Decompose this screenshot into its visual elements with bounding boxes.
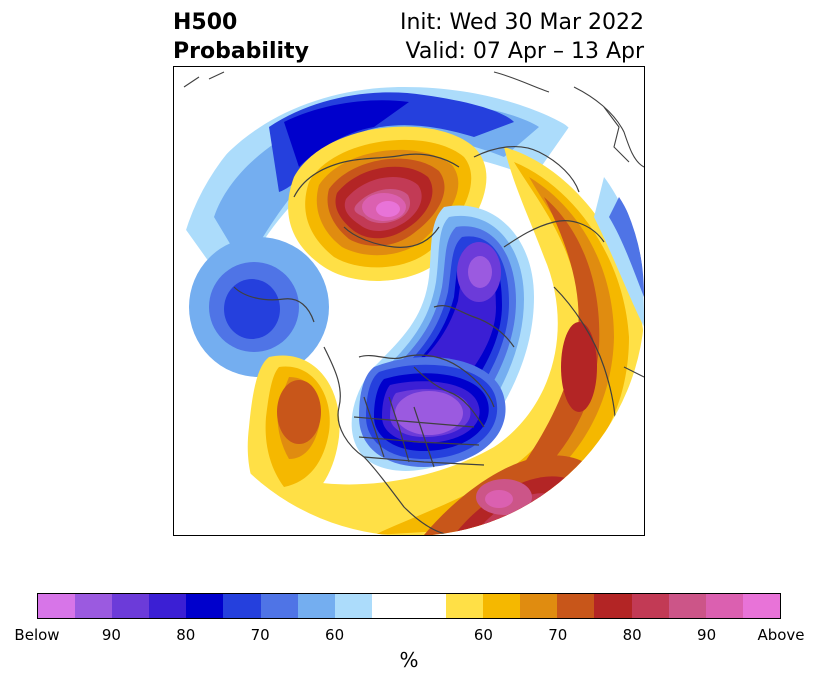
below-region-east [594,177,644,327]
colorbar-segment [223,594,261,618]
colorbar-segment [742,594,780,618]
colorbar-segment [520,594,558,618]
colorbar-segment [594,594,632,618]
colorbar-segment [149,594,187,618]
colorbar-segment [371,594,409,618]
colorbar-segment [668,594,706,618]
colorbar-tick-label: 80 [622,626,642,644]
colorbar-tick-label: Above [757,626,805,644]
colorbar-tick-label: Below [14,626,60,644]
colorbar-segment [557,594,595,618]
chart-title: H500 Probability [173,8,309,66]
colorbar-segment [75,594,113,618]
colorbar-segment [334,594,372,618]
colorbar-segment [297,594,335,618]
below-region-nw-deep [284,100,409,167]
colorbar-segment [186,594,224,618]
colorbar-segment [38,594,76,618]
colorbar-segment [446,594,484,618]
colorbar-tick-label: 70 [250,626,270,644]
colorbar-tick-label: 70 [548,626,568,644]
colorbar-tick-label: 60 [473,626,493,644]
colorbar-segment [112,594,150,618]
chart-dates: Init: Wed 30 Mar 2022 Valid: 07 Apr – 13… [400,8,644,66]
title-type: Probability [173,39,309,64]
colorbar-segment [705,594,743,618]
coastlines [233,146,617,535]
colorbar [37,593,781,619]
colorbar-tick-label: 80 [176,626,196,644]
title-variable: H500 [173,10,238,35]
init-date: Init: Wed 30 Mar 2022 [399,10,644,35]
colorbar-tick-label: 90 [697,626,717,644]
map-panel [173,66,645,536]
colorbar-segment [631,594,669,618]
colorbar-tick-label: 60 [325,626,345,644]
colorbar-tick-label: 90 [101,626,121,644]
colorbar-unit-label: % [399,648,419,672]
colorbar-segment [483,594,521,618]
colorbar-segment [408,594,447,618]
polar-probability-map [175,67,644,535]
valid-range: Valid: 07 Apr – 13 Apr [405,39,645,64]
colorbar-segment [260,594,298,618]
